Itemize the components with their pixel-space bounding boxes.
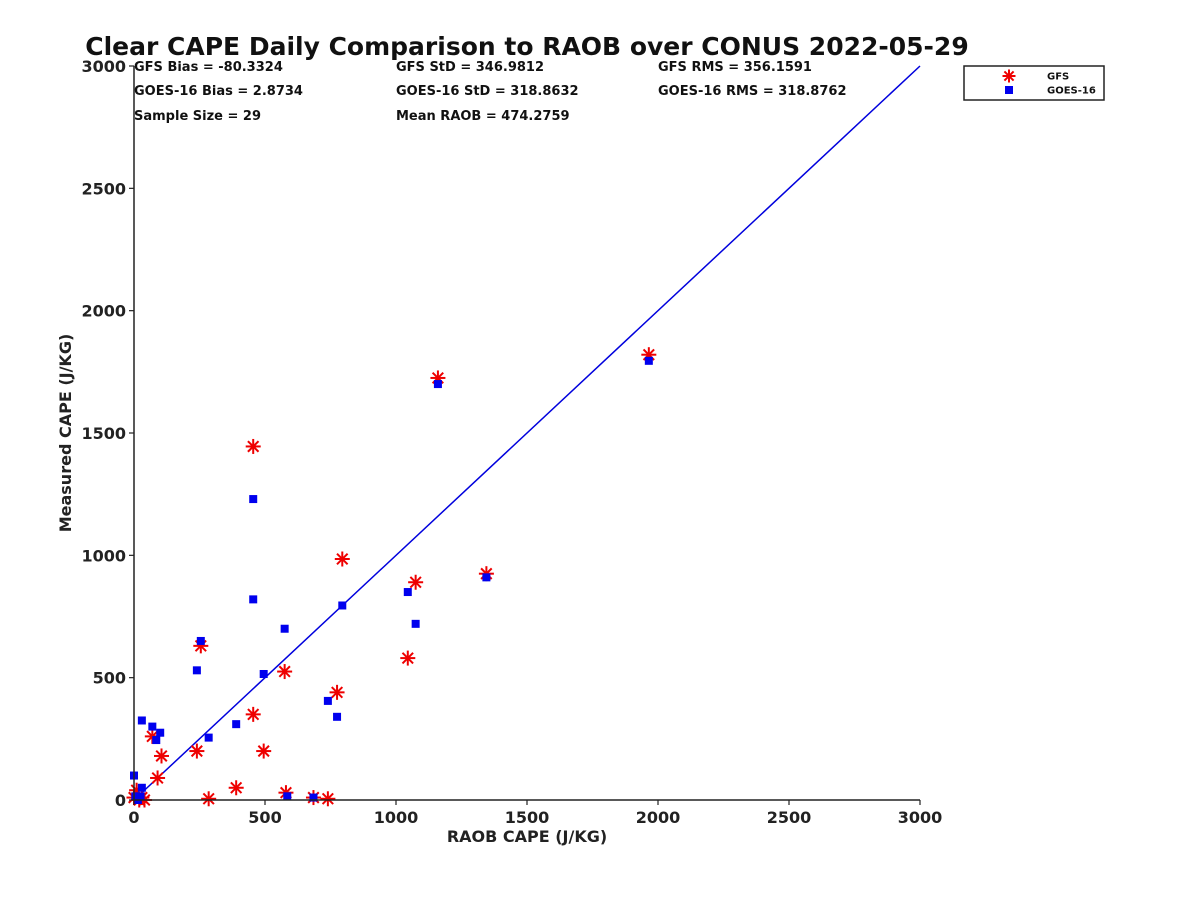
x-tick-label: 1000 [374,808,419,827]
x-tick-label: 2500 [767,808,812,827]
data-points [126,347,657,808]
y-tick-label: 0 [115,791,126,810]
x-tick-label: 500 [248,808,281,827]
y-tick-label: 3000 [81,57,126,76]
goes-16-point-19 [323,696,332,705]
goes-16-point-4 [137,783,146,792]
stat-2-1: Mean RAOB = 474.2759 [396,109,570,124]
stat-0-0: GFS Bias = -80.3324 [134,60,283,75]
stat-1-1: GOES-16 StD = 318.8632 [396,84,579,99]
gfs-point-19 [329,684,345,700]
gfs-point-11 [228,780,244,796]
statistics-block: GFS Bias = -80.3324 GFS StD = 346.9812 GFS… [134,60,847,124]
y-tick-label: 1000 [81,546,126,565]
gfs-point-8 [189,743,205,759]
legend-marker-gfs [1002,69,1016,83]
goes-16-point-15 [259,669,268,678]
goes-16-point-25 [482,573,491,582]
legend-box [963,65,1105,101]
goes-16-point-21 [338,601,347,610]
goes-16-point-8 [156,728,165,737]
gfs-point-20 [334,551,350,567]
x-tick-label: 0 [128,808,139,827]
goes-16-point-9 [192,666,201,675]
chart-title: Clear CAPE Daily Comparison to RAOB over… [85,32,968,61]
goes-16-point-16 [280,624,289,633]
gfs-point-22 [408,574,424,590]
stat-2-0: Sample Size = 29 [134,109,261,124]
x-tick-label: 2000 [636,808,681,827]
goes-16-point-3 [136,792,145,801]
series-goes-16 [130,356,653,804]
goes-16-point-17 [283,792,292,801]
legend-label-gfs: GFS [1047,72,1069,83]
gfs-point-7 [154,748,170,764]
x-tick-label: 1500 [505,808,550,827]
goes-16-point-14 [249,495,258,504]
x-tick-labels: 0 500 1000 1500 2000 2500 3000 [128,800,942,827]
gfs-point-12 [245,706,261,722]
x-tick-label: 3000 [898,808,943,827]
x-axis-label: RAOB CAPE (J/KG) [447,827,607,846]
goes-16-point-12 [232,720,241,729]
legend-marker-goes-16 [1005,86,1013,94]
gfs-point-10 [201,791,217,807]
goes-16-point-7 [152,736,161,745]
goes-16-point-10 [196,636,205,645]
y-axis-label: Measured CAPE (J/KG) [56,334,75,533]
goes-16-point-5 [137,716,146,725]
y-tick-label: 2000 [81,302,126,321]
goes-16-point-13 [249,595,258,604]
gfs-point-13 [245,438,261,454]
goes-16-point-6 [148,722,157,731]
reference-line [133,65,921,801]
stat-1-0: GOES-16 Bias = 2.8734 [134,84,303,99]
gfs-point-21 [400,650,416,666]
stat-0-2: GFS RMS = 356.1591 [658,60,812,75]
gfs-point-14 [256,743,272,759]
legend-label-goes-16: GOES-16 [1047,86,1096,97]
goes-16-point-26 [644,356,653,365]
goes-16-point-18 [309,793,318,802]
legend: GFS GOES-16 [963,65,1105,101]
y-tick-label: 1500 [81,424,126,443]
gfs-point-6 [150,770,166,786]
y-tick-label: 2500 [81,179,126,198]
one-to-one-line [133,65,921,801]
goes-16-point-11 [204,733,213,742]
goes-16-point-23 [411,619,420,628]
goes-16-point-22 [403,588,412,597]
goes-16-point-20 [333,712,342,721]
y-tick-label: 500 [93,669,126,688]
gfs-point-15 [277,664,293,680]
goes-16-point-24 [433,380,442,389]
stat-0-1: GFS StD = 346.9812 [396,60,544,75]
y-tick-labels: 0 500 1000 1500 2000 2500 3000 [81,57,134,810]
gfs-point-18 [320,791,336,807]
stat-1-2: GOES-16 RMS = 318.8762 [658,84,847,99]
